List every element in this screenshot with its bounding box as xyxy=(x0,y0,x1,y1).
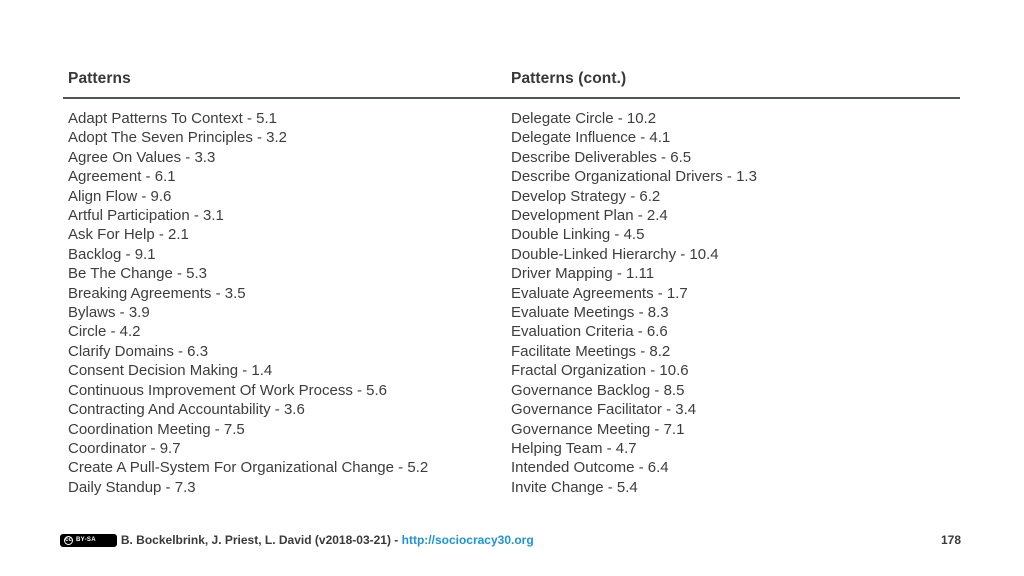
pattern-list-item: Development Plan - 2.4 xyxy=(511,207,668,225)
pattern-list-item: Create A Pull-System For Organizational … xyxy=(68,459,429,477)
column-header-patterns-cont: Patterns (cont.) xyxy=(511,70,627,87)
pattern-list-item: Consent Decision Making - 1.4 xyxy=(68,362,273,380)
pattern-list-item: Delegate Influence - 4.1 xyxy=(511,129,671,147)
pattern-list-item: Coordinator - 9.7 xyxy=(68,439,181,457)
pattern-list-item: Invite Change - 5.4 xyxy=(511,478,638,496)
cc-by-sa-license-badge: cc BY-SA xyxy=(60,533,117,547)
pattern-list-item: Delegate Circle - 10.2 xyxy=(511,110,657,127)
pattern-list-left: Adapt Patterns To Context - 5.1 Adopt The… xyxy=(68,109,498,497)
pattern-list-item: Agreement - 6.1 xyxy=(68,168,176,186)
pattern-list-item: Double Linking - 4.5 xyxy=(511,226,645,244)
pattern-list-item: Facilitate Meetings - 8.2 xyxy=(511,342,671,360)
patterns-column-right: Patterns (cont.) Delegate Circle - 10.2 D… xyxy=(511,70,961,497)
pattern-list-item: Governance Backlog - 8.5 xyxy=(511,381,685,399)
pattern-list-item: Develop Strategy - 6.2 xyxy=(511,187,661,205)
page-footer: cc BY-SA B. Bockelbrink, J. Priest, L. D… xyxy=(60,531,961,549)
pattern-list-item: Ask For Help - 2.1 xyxy=(68,226,189,244)
cc-badge-label: BY-SA xyxy=(76,537,96,543)
pattern-list-item: Intended Outcome - 6.4 xyxy=(511,459,669,477)
sociocracy30-link[interactable]: http://sociocracy30.org xyxy=(401,533,534,547)
pattern-list-item: Fractal Organization - 10.6 xyxy=(511,362,689,380)
pattern-list-item: Artful Participation - 3.1 xyxy=(68,207,224,225)
pattern-list-item: Backlog - 9.1 xyxy=(68,245,156,263)
pattern-list-item: Circle - 4.2 xyxy=(68,323,141,341)
pattern-list-item: Governance Meeting - 7.1 xyxy=(511,420,685,438)
pattern-list-item: Contracting And Accountability - 3.6 xyxy=(68,401,305,419)
pattern-list-item: Bylaws - 3.9 xyxy=(68,304,150,322)
pattern-list-item: Breaking Agreements - 3.5 xyxy=(68,284,246,302)
pattern-list-item: Adopt The Seven Principles - 3.2 xyxy=(68,129,288,147)
patterns-column-left: Patterns Adapt Patterns To Context - 5.1… xyxy=(68,70,498,497)
pattern-list-item: Continuous Improvement Of Work Process -… xyxy=(68,381,388,399)
pattern-list-item: Clarify Domains - 6.3 xyxy=(68,342,209,360)
pattern-list-right: Delegate Circle - 10.2 Delegate Influence… xyxy=(511,109,961,497)
pattern-list-item: Describe Organizational Drivers - 1.3 xyxy=(511,168,757,186)
pattern-list-item: Adapt Patterns To Context - 5.1 xyxy=(68,110,278,127)
pattern-list-item: Coordination Meeting - 7.5 xyxy=(68,420,245,438)
cc-icon: cc xyxy=(64,535,73,545)
pattern-list-item: Agree On Values - 3.3 xyxy=(68,148,216,166)
pattern-list-item: Align Flow - 9.6 xyxy=(68,187,172,205)
pattern-list-item: Evaluate Meetings - 8.3 xyxy=(511,304,669,322)
pattern-list-item: Driver Mapping - 1.11 xyxy=(511,265,655,283)
pattern-list-item: Governance Facilitator - 3.4 xyxy=(511,401,697,419)
pattern-list-item: Evaluation Criteria - 6.6 xyxy=(511,323,668,341)
pattern-list-item: Double-Linked Hierarchy - 10.4 xyxy=(511,245,719,263)
page-number: 178 xyxy=(940,533,961,547)
pattern-list-item: Helping Team - 4.7 xyxy=(511,439,637,457)
pattern-list-item: Evaluate Agreements - 1.7 xyxy=(511,284,688,302)
header-divider xyxy=(63,97,960,99)
pattern-list-item: Describe Deliverables - 6.5 xyxy=(511,148,692,166)
column-header-patterns: Patterns xyxy=(68,70,131,87)
pattern-list-item: Be The Change - 5.3 xyxy=(68,265,207,283)
pattern-list-item: Daily Standup - 7.3 xyxy=(68,478,196,496)
attribution-text: B. Bockelbrink, J. Priest, L. David (v20… xyxy=(120,533,402,547)
